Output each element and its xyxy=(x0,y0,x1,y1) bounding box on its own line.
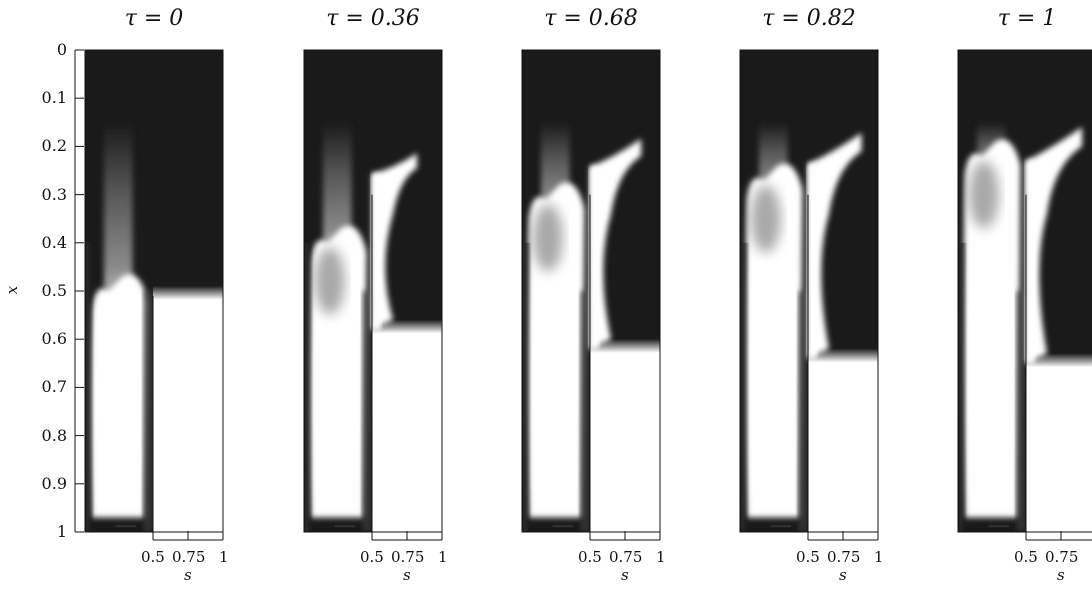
panel-frame xyxy=(739,49,879,533)
panel-frame xyxy=(303,49,443,533)
s-axis-title: s xyxy=(621,566,629,584)
panel-title: τ = 0.82 xyxy=(762,6,856,31)
right-hook xyxy=(1026,127,1082,364)
s-tick-label: 0.75 xyxy=(609,548,643,566)
panel-title: τ = 1 xyxy=(997,6,1057,31)
right-hook-column xyxy=(1026,160,1035,364)
right-front-gradient xyxy=(590,338,660,353)
x-tick-label: 0.3 xyxy=(41,184,67,204)
x-tick-label: 0.5 xyxy=(41,281,67,300)
s-axis-title: s xyxy=(1057,566,1065,584)
left-edge-streak xyxy=(522,242,532,532)
panel-0 xyxy=(84,49,224,541)
left-edge-streak xyxy=(958,242,968,532)
panel-image xyxy=(85,50,223,532)
right-front-gradient xyxy=(372,319,442,334)
right-white-region xyxy=(372,329,442,532)
right-hook-column xyxy=(372,173,381,330)
panel-title: τ = 0.36 xyxy=(326,6,420,31)
split-edge-streak xyxy=(580,291,590,532)
x-tick-label: 0.2 xyxy=(41,136,67,156)
s-tick-label: 0.75 xyxy=(172,548,206,566)
right-white-region xyxy=(1026,363,1092,532)
right-hook xyxy=(808,132,862,359)
x-tick-label: 0.1 xyxy=(41,88,67,108)
right-white-region xyxy=(153,295,223,532)
panel-title: τ = 0 xyxy=(124,6,184,31)
s-tick-label: 0.75 xyxy=(827,548,861,566)
s-tick-label: 1 xyxy=(656,548,666,566)
panel-2 xyxy=(521,49,661,541)
left-edge-streak xyxy=(740,242,750,532)
panel-image xyxy=(740,50,878,532)
s-tick-label: 0.5 xyxy=(141,548,165,566)
bottom-marker xyxy=(552,525,573,528)
left-white-region xyxy=(745,163,803,518)
panel-3 xyxy=(739,49,879,541)
x-tick-label: 1 xyxy=(56,522,67,541)
bottom-marker xyxy=(770,525,791,528)
bottom-marker xyxy=(334,525,355,528)
x-tick-label: 0.7 xyxy=(41,377,67,397)
s-tick-label: 1 xyxy=(219,548,229,566)
grey-blob xyxy=(314,247,345,315)
x-tick-label: 0.9 xyxy=(41,473,67,493)
grey-blob xyxy=(532,204,563,272)
x-axis-title: x xyxy=(3,285,22,295)
s-tick-label: 0.75 xyxy=(391,548,425,566)
x-tick-label: 0 xyxy=(56,40,67,59)
s-tick-label: 0.5 xyxy=(796,548,820,566)
right-hook xyxy=(590,138,642,349)
split-edge-streak xyxy=(1016,291,1026,532)
panel-image xyxy=(958,50,1092,532)
right-front-gradient xyxy=(153,285,223,300)
grey-blob xyxy=(750,185,781,253)
s-tick-label: 1 xyxy=(874,548,884,566)
s-tick-label: 0.5 xyxy=(360,548,384,566)
panel-4 xyxy=(957,49,1092,541)
left-white-region xyxy=(90,274,148,518)
right-white-region xyxy=(590,348,660,532)
grey-blob xyxy=(968,160,999,229)
right-white-region xyxy=(808,358,878,532)
panel-image xyxy=(304,50,442,532)
right-hook-column xyxy=(590,166,599,349)
right-hook-column xyxy=(808,163,817,359)
panel-frame xyxy=(84,49,224,533)
split-edge-streak xyxy=(143,291,153,532)
s-axis-title: s xyxy=(839,566,847,584)
split-edge-streak xyxy=(798,291,808,532)
s-tick-label: 0.75 xyxy=(1045,548,1079,566)
bottom-marker xyxy=(115,525,136,528)
s-axis-title: s xyxy=(403,566,411,584)
panel-image xyxy=(522,50,660,532)
panel-title: τ = 0.68 xyxy=(544,6,638,31)
bottom-marker xyxy=(988,525,1009,528)
panel-frame xyxy=(957,49,1092,533)
right-front-gradient xyxy=(808,348,878,363)
x-tick-label: 0.6 xyxy=(41,329,67,349)
left-white-region xyxy=(963,139,1021,518)
s-tick-label: 1 xyxy=(438,548,448,566)
s-tick-label: 0.5 xyxy=(1014,548,1038,566)
left-edge-streak xyxy=(85,242,95,532)
right-hook xyxy=(372,153,417,330)
split-edge-streak xyxy=(362,291,372,532)
left-edge-streak xyxy=(304,242,314,532)
x-tick-label: 0.4 xyxy=(41,232,67,252)
x-tick-label: 0.8 xyxy=(41,425,67,445)
panel-1 xyxy=(303,49,443,541)
s-tick-label: 0.5 xyxy=(578,548,602,566)
panel-frame xyxy=(521,49,661,533)
s-axis-title: s xyxy=(184,566,192,584)
right-front-gradient xyxy=(1026,353,1092,368)
